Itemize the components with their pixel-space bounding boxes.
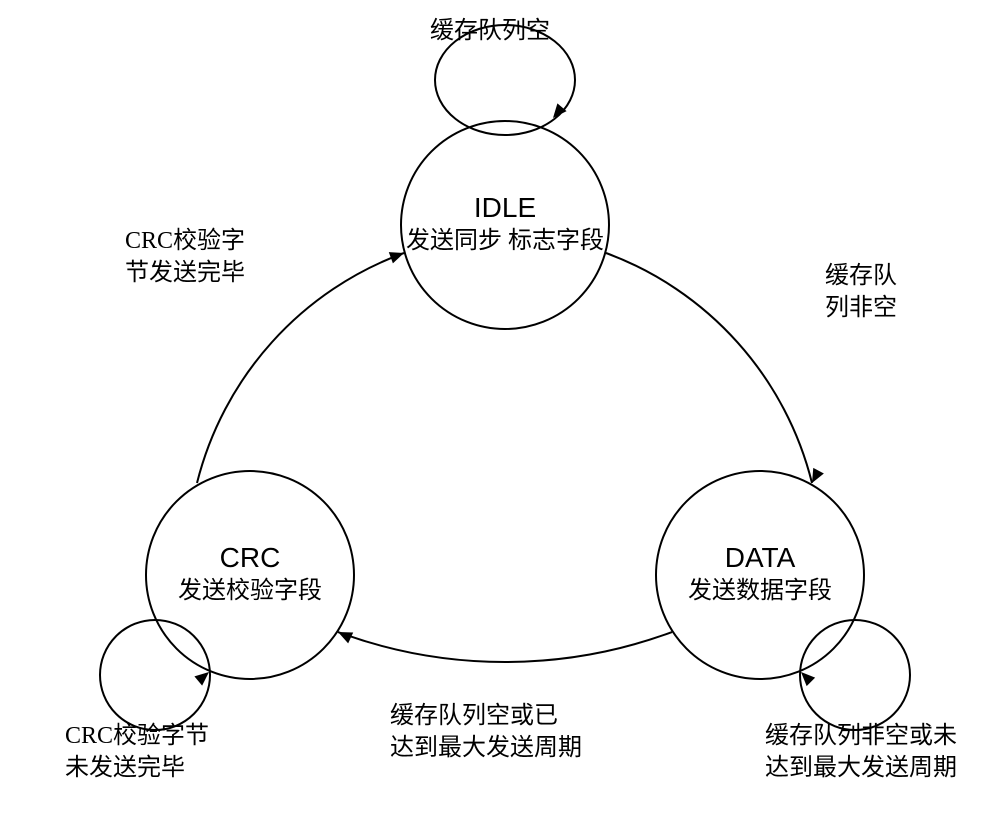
edge-data-to-crc — [338, 632, 672, 662]
state-data-sub: 发送数据字段 — [688, 576, 832, 607]
state-data: DATA 发送数据字段 — [655, 470, 865, 680]
label-crc-to-idle: CRC校验字 节发送完毕 — [125, 225, 245, 290]
state-crc-sub: 发送校验字段 — [178, 576, 322, 607]
state-crc-title: CRC — [220, 542, 281, 574]
label-data-self: 缓存队列非空或未 达到最大发送周期 — [765, 720, 957, 785]
label-idle-to-data: 缓存队 列非空 — [825, 260, 897, 325]
label-data-to-crc: 缓存队列空或已 达到最大发送周期 — [390, 700, 582, 765]
state-data-title: DATA — [725, 542, 796, 574]
state-idle-title: IDLE — [474, 192, 536, 224]
arrow-idle-self — [548, 103, 566, 121]
state-idle-sub: 发送同步 标志字段 — [406, 226, 604, 257]
state-idle: IDLE 发送同步 标志字段 — [400, 120, 610, 330]
state-crc: CRC 发送校验字段 — [145, 470, 355, 680]
edge-idle-to-data — [606, 253, 812, 483]
label-crc-self: CRC校验字节 未发送完毕 — [65, 720, 209, 785]
label-idle-self: 缓存队列空 — [430, 15, 550, 47]
